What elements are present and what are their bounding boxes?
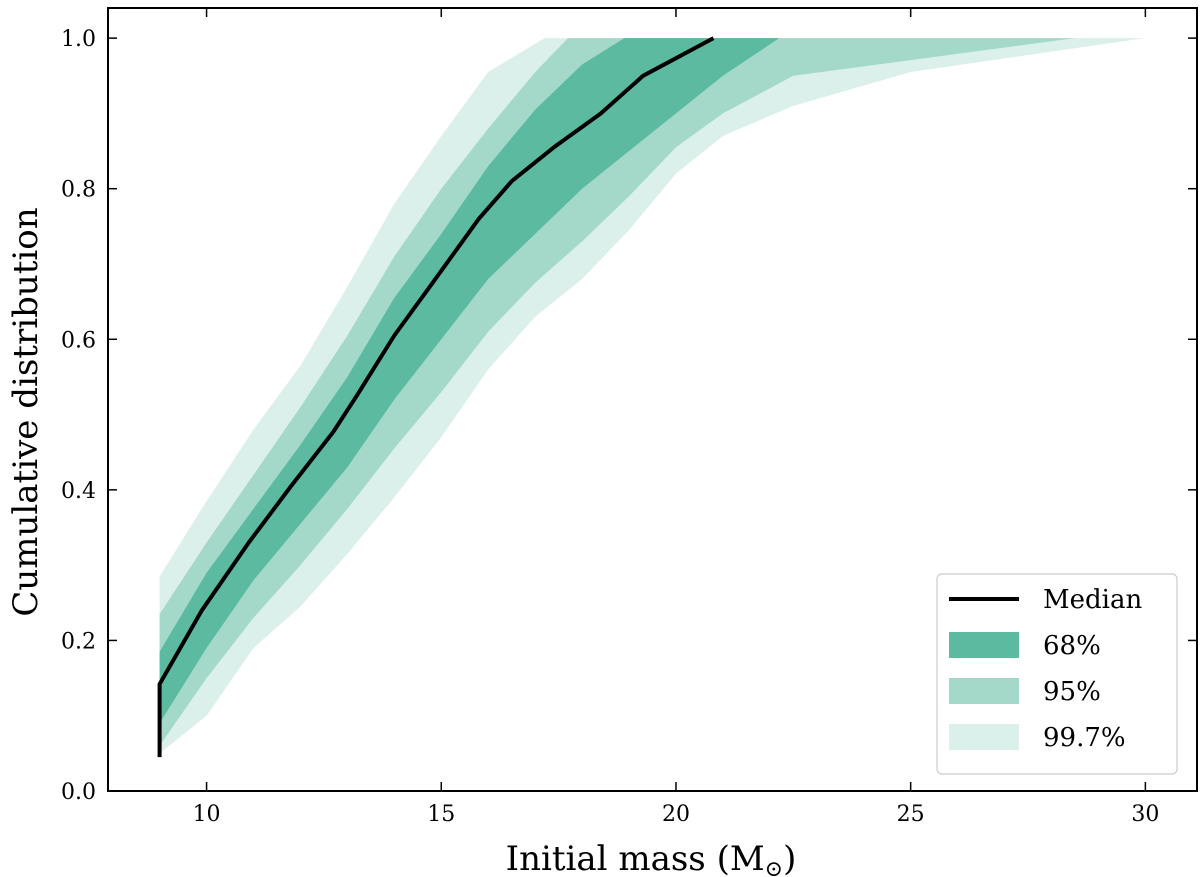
legend: Median 68% 95% 99.7% [936,573,1178,775]
x-tick-label: 20 [662,802,690,827]
y-tick-label: 0.8 [61,178,96,203]
y-tick-label: 0.0 [61,780,96,805]
legend-label: Median [1043,585,1142,615]
legend-swatch [949,678,1019,704]
solar-symbol: ⊙ [765,857,783,877]
legend-swatch [949,632,1019,658]
x-tick-label: 30 [1131,802,1159,827]
y-tick-label: 0.4 [61,479,96,504]
plot-frame [107,7,1198,792]
median-layer [157,36,715,758]
x-axis-label-close: ) [783,839,796,877]
confidence-bands [159,38,1146,758]
band-99-7pct [159,38,1146,758]
y-tick-label: 1.0 [61,27,96,52]
x-tick-label: 25 [897,802,925,827]
y-tick-label: 0.2 [61,629,96,654]
x-axis-label: Initial mass (M⊙) [506,839,797,877]
axis-ticks: 10 15 20 25 30 0.0 0.2 0.4 0.6 0.8 1.0 [61,8,1197,827]
median-line [157,36,715,758]
x-tick-label: 15 [427,802,455,827]
x-axis-label-text: Initial mass (M [506,839,765,877]
x-tick-label: 10 [193,802,221,827]
legend-label: 95% [1043,677,1101,707]
y-tick-label: 0.6 [61,328,96,353]
band-68pct [159,38,846,758]
legend-swatch [949,724,1019,750]
legend-label: 68% [1043,631,1101,661]
y-axis-label: Cumulative distribution [6,207,46,616]
legend-label: 99.7% [1043,723,1126,753]
